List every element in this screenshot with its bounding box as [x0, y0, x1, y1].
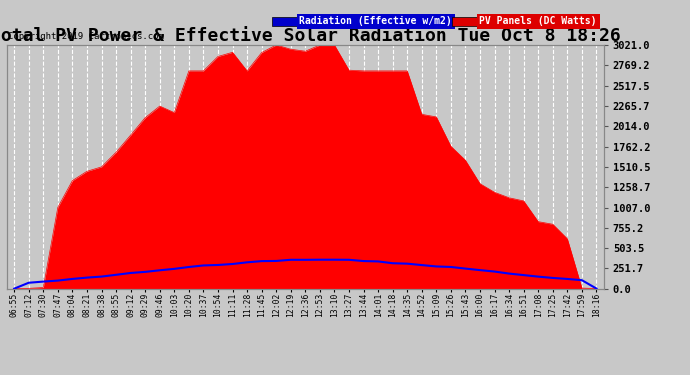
Text: Copyright 2019 Cartronics.com: Copyright 2019 Cartronics.com: [8, 32, 164, 41]
Title: Total PV Power & Effective Solar Radiation Tue Oct 8 18:26: Total PV Power & Effective Solar Radiati…: [0, 27, 621, 45]
Legend: Radiation (Effective w/m2), PV Panels (DC Watts): Radiation (Effective w/m2), PV Panels (D…: [270, 15, 599, 28]
